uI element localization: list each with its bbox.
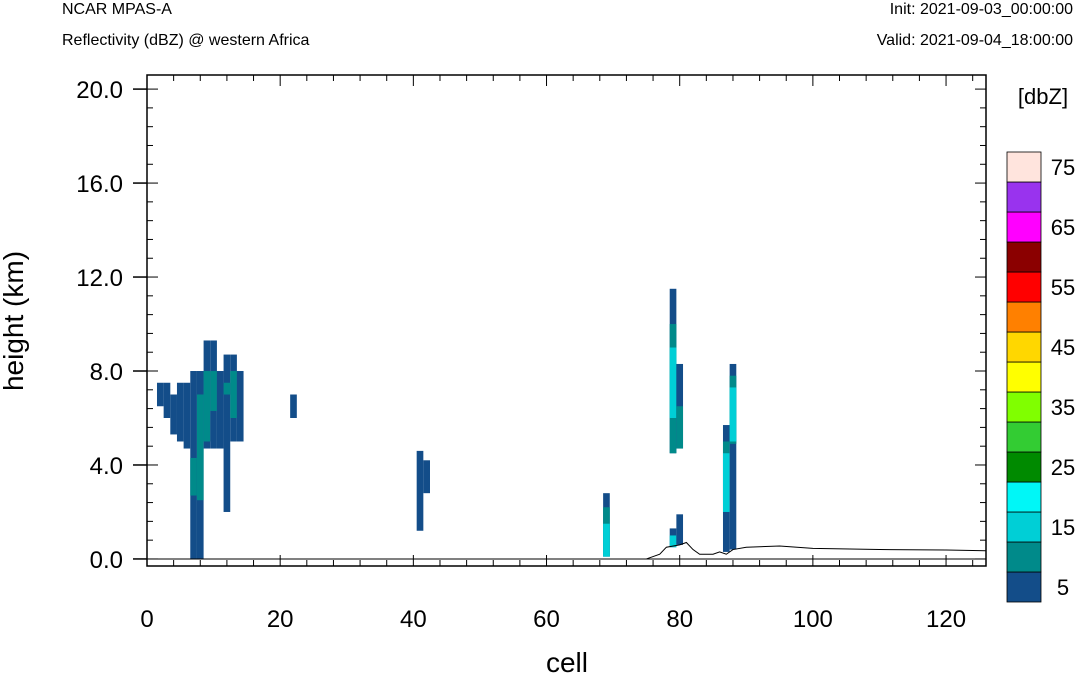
colorbar-swatch bbox=[1006, 451, 1042, 483]
colorbar-swatch bbox=[1006, 481, 1042, 513]
colorbar-swatch bbox=[1006, 421, 1042, 453]
colorbar-label: 25 bbox=[1051, 455, 1075, 480]
colorbar-swatch bbox=[1006, 391, 1042, 423]
colorbar-swatch bbox=[1006, 211, 1042, 243]
colorbar-label: 5 bbox=[1057, 575, 1069, 600]
y-tick-labels: 0.0 4.0 8.0 12.0 16.0 20.0 bbox=[76, 77, 123, 574]
reflectivity-cell bbox=[676, 406, 684, 449]
valid-time: Valid: 2021-09-04_18:00:00 bbox=[877, 32, 1073, 49]
colorbar-swatch bbox=[1006, 151, 1042, 183]
colorbar-swatch bbox=[1006, 181, 1042, 213]
x-axis-title: cell bbox=[546, 647, 588, 677]
x-tick-label: 20 bbox=[267, 606, 294, 633]
reflectivity-cell bbox=[669, 535, 677, 548]
y-tick-label: 4.0 bbox=[90, 453, 123, 480]
colorbar-swatch bbox=[1006, 511, 1042, 543]
colorbar-label: 75 bbox=[1051, 155, 1075, 180]
reflectivity-cell bbox=[170, 394, 177, 435]
reflectivity-cell bbox=[236, 371, 244, 442]
colorbar-swatch bbox=[1006, 571, 1042, 603]
x-tick-labels: 0 20 40 60 80 100 120 bbox=[140, 606, 966, 633]
reflectivity-cell bbox=[729, 363, 737, 550]
x-tick-label: 100 bbox=[793, 606, 833, 633]
init-time: Init: 2021-09-03_00:00:00 bbox=[890, 1, 1073, 18]
colorbar-swatch bbox=[1006, 241, 1042, 273]
model-title: NCAR MPAS-A bbox=[62, 1, 172, 18]
terrain-profile bbox=[646, 541, 987, 560]
colorbar bbox=[1006, 151, 1042, 603]
colorbar-label: 35 bbox=[1051, 395, 1075, 420]
y-tick-label: 12.0 bbox=[76, 265, 123, 292]
axis-ticks bbox=[133, 75, 986, 566]
reflectivity-cell bbox=[176, 382, 184, 442]
reflectivity-cell bbox=[729, 387, 737, 442]
x-tick-label: 80 bbox=[666, 606, 693, 633]
colorbar-swatch bbox=[1006, 541, 1042, 573]
reflectivity-cell bbox=[223, 354, 231, 512]
reflectivity-cell bbox=[203, 371, 211, 442]
terrain-line bbox=[147, 541, 987, 560]
reflectivity-cell bbox=[669, 347, 677, 418]
y-tick-label: 20.0 bbox=[76, 77, 123, 104]
y-tick-label: 16.0 bbox=[76, 171, 123, 198]
y-tick-label: 8.0 bbox=[90, 359, 123, 386]
reflectivity-cell bbox=[156, 382, 164, 407]
reflectivity-cell bbox=[196, 394, 204, 501]
colorbar-label: 45 bbox=[1051, 335, 1075, 360]
reflectivity-cells bbox=[156, 288, 737, 559]
x-tick-label: 120 bbox=[926, 606, 966, 633]
x-tick-label: 60 bbox=[533, 606, 560, 633]
colorbar-labels: 5 15 25 35 45 55 65 75 bbox=[1051, 155, 1075, 600]
plot-frame bbox=[146, 74, 987, 567]
reflectivity-cell bbox=[190, 457, 197, 496]
x-tick-label: 0 bbox=[140, 606, 153, 633]
colorbar-swatch bbox=[1006, 361, 1042, 393]
colorbar-label: 55 bbox=[1051, 275, 1075, 300]
colorbar-swatch bbox=[1006, 331, 1042, 363]
colorbar-title: [dbZ] bbox=[1018, 84, 1068, 109]
colorbar-label: 15 bbox=[1051, 515, 1075, 540]
reflectivity-cell bbox=[603, 523, 610, 557]
reflectivity-cell bbox=[210, 371, 217, 411]
reflectivity-cell bbox=[722, 453, 730, 512]
colorbar-swatch bbox=[1006, 271, 1042, 303]
y-tick-label: 0.0 bbox=[90, 547, 123, 574]
reflectivity-cell bbox=[676, 514, 684, 545]
reflectivity-cell bbox=[423, 460, 430, 494]
reflectivity-cell bbox=[223, 382, 231, 395]
y-axis-title: height (km) bbox=[0, 251, 29, 391]
reflectivity-cell bbox=[163, 382, 171, 418]
colorbar-label: 65 bbox=[1051, 215, 1075, 240]
reflectivity-cell bbox=[230, 371, 237, 418]
reflectivity-cell bbox=[290, 394, 297, 418]
reflectivity-cell bbox=[216, 371, 224, 449]
reflectivity-cell bbox=[416, 450, 424, 531]
field-subtitle: Reflectivity (dBZ) @ western Africa bbox=[62, 32, 310, 49]
reflectivity-cell bbox=[183, 382, 191, 449]
colorbar-swatch bbox=[1006, 301, 1042, 333]
x-tick-label: 40 bbox=[400, 606, 427, 633]
